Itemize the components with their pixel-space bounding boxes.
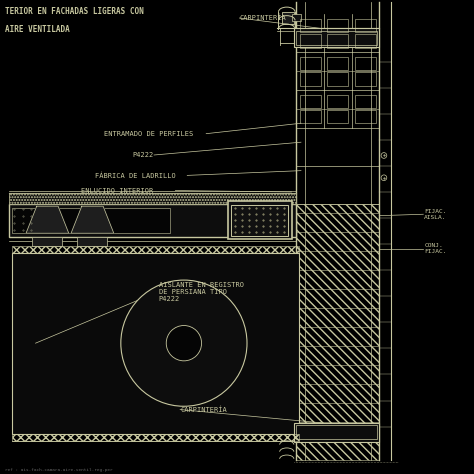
Bar [78,237,107,246]
Bar [9,193,296,204]
Bar [327,72,348,85]
Text: ENLUCIDO INTERIOR: ENLUCIDO INTERIOR [81,188,153,193]
Text: TERIOR EN FACHADAS LIGERAS CON: TERIOR EN FACHADAS LIGERAS CON [5,7,144,16]
Bar [300,57,320,70]
Text: ref : ais-fach-camara-aire-ventil-reg-per: ref : ais-fach-camara-aire-ventil-reg-pe… [5,468,112,472]
Bar [300,72,320,85]
Bar [300,34,320,47]
Text: AISLANTE EN REGISTRO
DE PERSIANA TIPO
P4222: AISLANTE EN REGISTRO DE PERSIANA TIPO P4… [159,282,244,301]
Bar [296,28,379,47]
Bar [296,425,377,439]
Text: FIJAC.
AISLA.: FIJAC. AISLA. [424,209,447,219]
Text: P4222: P4222 [133,152,154,158]
Bar [300,95,320,108]
Bar [9,204,296,237]
Bar [231,205,288,236]
Bar [300,110,320,123]
Text: FÁBRICA DE LADRILLO: FÁBRICA DE LADRILLO [95,172,175,179]
Bar [32,237,63,246]
Bar [327,34,348,47]
Bar [12,253,299,434]
Circle shape [121,280,247,406]
Bar [296,31,377,45]
Bar [327,57,348,70]
Polygon shape [26,206,69,233]
Text: AIRE VENTILADA: AIRE VENTILADA [5,25,70,34]
Bar [355,72,376,85]
Bar [355,34,376,47]
Bar [355,95,376,108]
Bar [327,95,348,108]
Circle shape [166,326,201,361]
Text: CARPINTERÍA: CARPINTERÍA [180,406,227,413]
Bar [228,201,292,239]
Polygon shape [71,206,114,233]
Bar [327,110,348,123]
Bar [12,246,299,253]
Bar [300,19,320,32]
Bar [294,423,379,442]
Bar [292,14,301,21]
Bar [12,208,170,233]
Bar [355,110,376,123]
Text: CARPINTERÍA: CARPINTERÍA [239,15,286,21]
Bar [294,28,379,47]
Bar [355,19,376,32]
Text: ENTRAMADO DE PERFILES: ENTRAMADO DE PERFILES [104,131,193,137]
Bar [355,57,376,70]
Bar [12,434,299,441]
Bar [296,204,379,460]
Bar [327,19,348,32]
Text: CONJ.
FIJAC.: CONJ. FIJAC. [424,244,447,254]
Bar [282,12,294,24]
